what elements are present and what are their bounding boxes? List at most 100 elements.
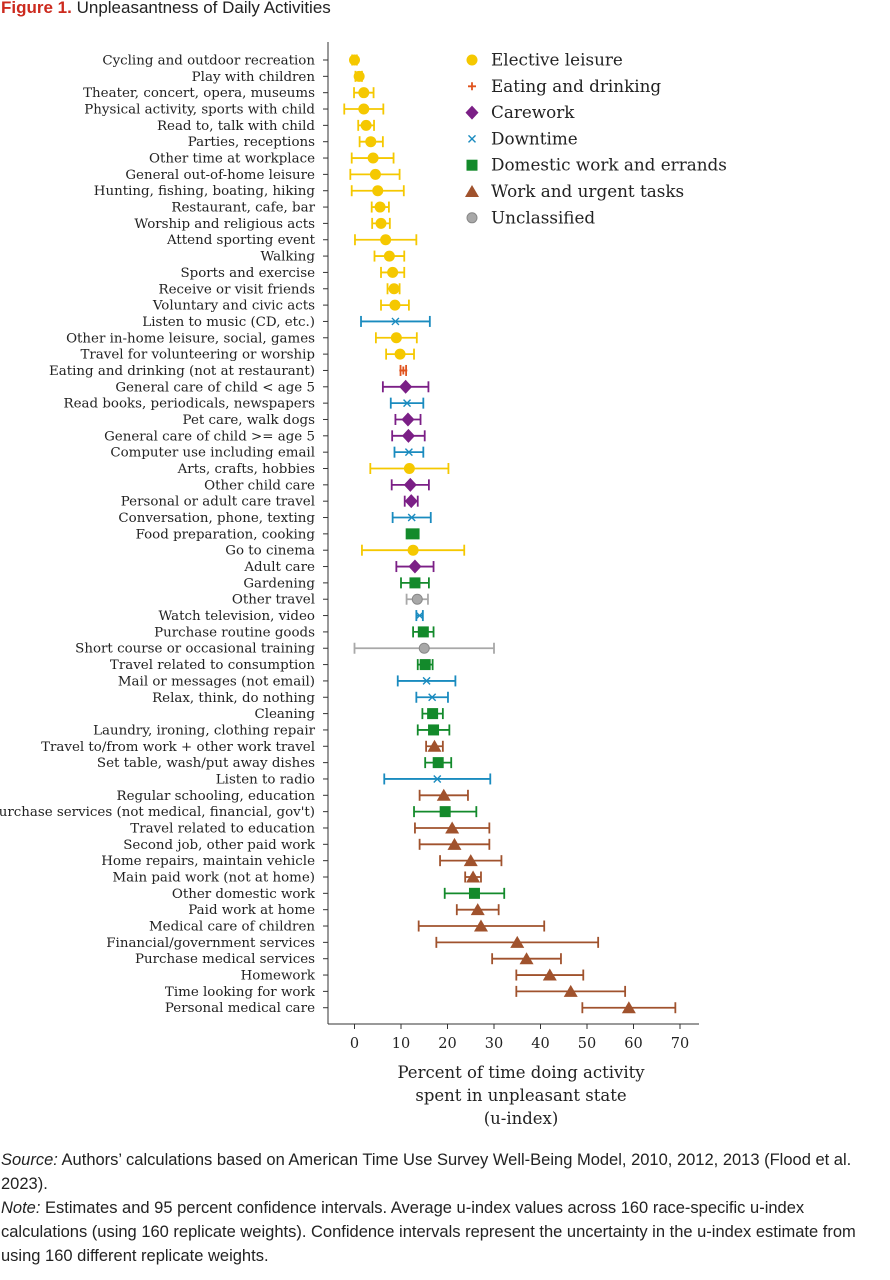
point-marker bbox=[422, 676, 431, 685]
category-label: General out-of-home leisure bbox=[125, 168, 315, 183]
point-marker bbox=[403, 399, 412, 408]
data-point bbox=[403, 494, 419, 509]
point-marker bbox=[519, 952, 534, 965]
data-point bbox=[439, 854, 503, 867]
category-label: Listen to music (CD, etc.) bbox=[142, 315, 315, 330]
point-marker bbox=[372, 185, 384, 197]
point-marker bbox=[367, 152, 379, 164]
data-point bbox=[350, 152, 395, 164]
data-point bbox=[421, 708, 444, 720]
legend-label: Elective leisure bbox=[491, 50, 623, 70]
point-marker bbox=[418, 642, 430, 654]
legend-marker bbox=[465, 105, 479, 120]
data-point bbox=[416, 724, 451, 736]
data-point bbox=[391, 512, 432, 524]
point-marker bbox=[408, 559, 422, 574]
x-tick-label: 10 bbox=[392, 1036, 410, 1052]
point-marker bbox=[433, 774, 442, 783]
x-tick-label: 30 bbox=[485, 1036, 503, 1052]
data-point bbox=[361, 544, 466, 556]
category-label: Adult care bbox=[243, 560, 315, 575]
data-point bbox=[353, 87, 375, 99]
point-marker bbox=[399, 366, 408, 375]
data-point bbox=[405, 593, 429, 605]
data-point bbox=[424, 757, 453, 769]
figure-notes: Source: Authors’ calculations based on A… bbox=[1, 1148, 890, 1268]
point-marker bbox=[407, 513, 416, 522]
point-marker bbox=[390, 332, 402, 344]
category-label: Main paid work (not at home) bbox=[112, 871, 315, 886]
category-label: Computer use including email bbox=[110, 446, 315, 461]
category-label: Attend sporting event bbox=[166, 233, 316, 248]
point-marker bbox=[563, 984, 578, 997]
data-point bbox=[391, 428, 426, 443]
data-point bbox=[354, 234, 418, 246]
point-marker bbox=[388, 283, 400, 295]
category-label: Play with children bbox=[192, 70, 316, 85]
point-marker bbox=[470, 903, 485, 916]
legend-marker bbox=[468, 134, 476, 143]
legend-marker bbox=[466, 159, 478, 171]
data-point bbox=[390, 477, 430, 492]
legend-item: Eating and drinking bbox=[468, 76, 661, 96]
legend-label: Carework bbox=[491, 102, 575, 122]
point-marker bbox=[353, 70, 365, 82]
legend-marker bbox=[468, 82, 476, 91]
source-label: Source: bbox=[1, 1151, 58, 1169]
point-marker bbox=[389, 299, 401, 311]
point-marker bbox=[445, 821, 460, 834]
category-label: Purchase routine goods bbox=[154, 625, 315, 640]
data-point bbox=[349, 168, 401, 180]
point-marker bbox=[380, 234, 392, 246]
category-label: Sports and exercise bbox=[180, 266, 315, 281]
data-point bbox=[357, 119, 375, 131]
x-axis-label: Percent of time doing activity bbox=[397, 1063, 645, 1082]
category-label: Medical care of children bbox=[149, 920, 315, 935]
data-point bbox=[350, 185, 405, 197]
data-point bbox=[491, 952, 562, 965]
category-label: Travel to/from work + other work travel bbox=[41, 740, 315, 755]
category-label: Listen to radio bbox=[216, 772, 315, 787]
point-marker bbox=[407, 544, 419, 556]
category-label: Relax, think, do nothing bbox=[152, 691, 315, 706]
data-point bbox=[443, 887, 506, 899]
data-point bbox=[399, 364, 408, 376]
point-marker bbox=[468, 887, 480, 899]
category-label: Purchase medical services bbox=[135, 952, 315, 967]
data-point bbox=[373, 250, 406, 262]
source-note: Source: Authors’ calculations based on A… bbox=[1, 1148, 890, 1196]
category-label: Other domestic work bbox=[172, 887, 316, 902]
data-point bbox=[400, 577, 430, 589]
category-label: Voluntary and civic acts bbox=[152, 299, 315, 314]
point-marker bbox=[428, 724, 440, 736]
category-label: Home repairs, maintain vehicle bbox=[101, 854, 315, 869]
point-marker bbox=[447, 837, 462, 850]
data-point bbox=[455, 903, 500, 916]
legend: Elective leisure Eating and drinking Carew… bbox=[465, 50, 727, 227]
note-text: Estimates and 95 percent confidence inte… bbox=[1, 1199, 856, 1265]
point-marker bbox=[473, 919, 488, 932]
point-marker bbox=[383, 250, 395, 262]
category-label: Travel for volunteering or worship bbox=[80, 348, 315, 363]
category-label: Mail or messages (not email) bbox=[118, 674, 315, 689]
point-marker bbox=[621, 1001, 636, 1014]
category-label: Pet care, walk dogs bbox=[183, 413, 316, 428]
category-label: Second job, other paid work bbox=[123, 838, 316, 853]
figure-title-text: Unpleasantness of Daily Activities bbox=[76, 0, 331, 17]
point-marker bbox=[403, 477, 417, 492]
category-label: Regular schooling, education bbox=[117, 789, 316, 804]
category-label: Receive or visit friends bbox=[159, 282, 316, 297]
data-point bbox=[413, 806, 478, 818]
x-tick-label: 20 bbox=[438, 1036, 456, 1052]
point-marker bbox=[387, 266, 399, 278]
legend-label: Unclassified bbox=[491, 207, 595, 227]
legend-label: Downtime bbox=[491, 128, 578, 148]
point-marker bbox=[415, 611, 424, 620]
data-point bbox=[393, 446, 425, 458]
point-marker bbox=[542, 968, 557, 981]
data-point bbox=[358, 136, 384, 148]
category-label: Parties, receptions bbox=[188, 135, 315, 150]
point-marker bbox=[374, 201, 386, 213]
point-marker bbox=[466, 870, 481, 883]
data-point bbox=[425, 739, 444, 752]
